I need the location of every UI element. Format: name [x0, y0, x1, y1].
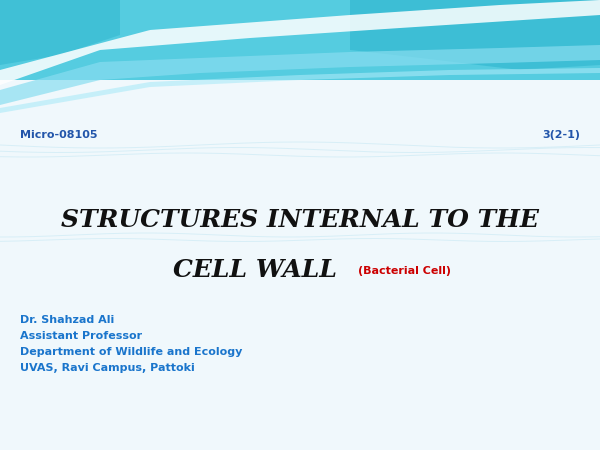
Text: 3(2-1): 3(2-1) — [542, 130, 580, 140]
Text: CELL WALL: CELL WALL — [173, 258, 337, 282]
Text: Assistant Professor: Assistant Professor — [20, 331, 142, 341]
Polygon shape — [0, 0, 600, 85]
Polygon shape — [0, 0, 120, 65]
Text: (Bacterial Cell): (Bacterial Cell) — [358, 266, 451, 276]
Polygon shape — [0, 0, 600, 80]
Polygon shape — [0, 45, 600, 105]
Text: STRUCTURES INTERNAL TO THE: STRUCTURES INTERNAL TO THE — [61, 208, 539, 232]
Text: Dr. Shahzad Ali: Dr. Shahzad Ali — [20, 315, 114, 325]
Text: Micro-08105: Micro-08105 — [20, 130, 97, 140]
Text: UVAS, Ravi Campus, Pattoki: UVAS, Ravi Campus, Pattoki — [20, 363, 195, 373]
Polygon shape — [350, 0, 600, 70]
Text: Department of Wildlife and Ecology: Department of Wildlife and Ecology — [20, 347, 242, 357]
Polygon shape — [0, 68, 600, 113]
